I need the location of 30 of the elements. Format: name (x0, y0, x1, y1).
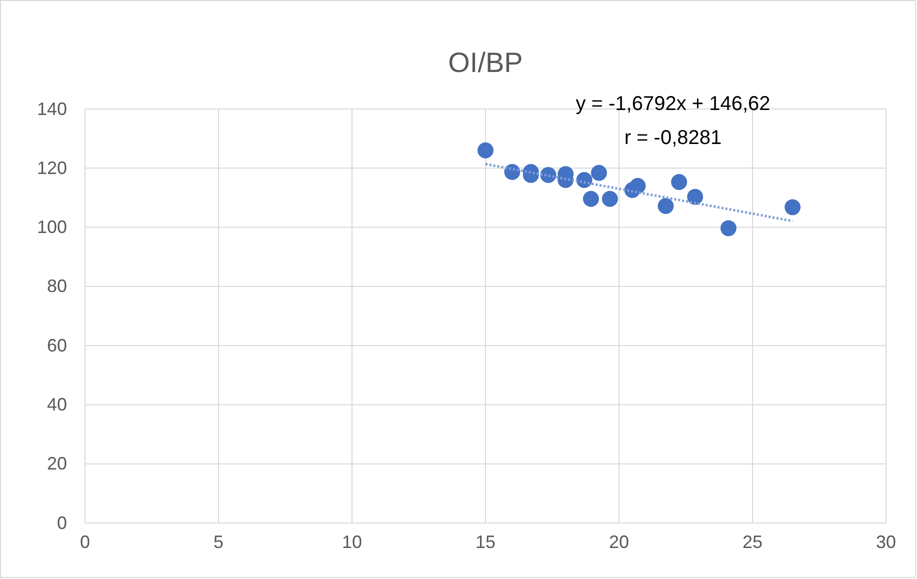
y-tick-label: 40 (46, 394, 67, 414)
y-tick-label: 20 (46, 454, 67, 474)
point (590, 164, 607, 181)
y-tick-label: 0 (56, 512, 67, 533)
annotation: r = -0,8281 (624, 127, 722, 149)
point (720, 220, 736, 236)
x-tick-label: 0 (80, 532, 90, 552)
y-tick-label: 100 (36, 217, 67, 238)
y-tick-label: 140 (36, 98, 67, 119)
chart-title: OI/BP (448, 47, 523, 78)
point (504, 164, 520, 180)
point (582, 190, 599, 207)
y-tick-label: 80 (46, 276, 67, 296)
x-tick-label: 25 (742, 532, 763, 552)
y-tick-label: 120 (36, 158, 67, 178)
point (687, 188, 704, 205)
x-tick-label: 30 (876, 532, 896, 552)
point (478, 142, 494, 158)
point (576, 172, 592, 188)
x-tick-label: 15 (475, 532, 496, 552)
point (784, 199, 801, 216)
x-tick-label: 5 (213, 532, 224, 552)
point (630, 178, 646, 194)
point (671, 174, 688, 190)
y-tick-label: 60 (46, 335, 67, 356)
annotation: y = -1,6792x + 146,62 (576, 93, 770, 115)
point (602, 190, 618, 207)
x-tick-label: 10 (342, 532, 362, 552)
x-tick-label: 20 (608, 532, 630, 552)
point (658, 198, 674, 214)
